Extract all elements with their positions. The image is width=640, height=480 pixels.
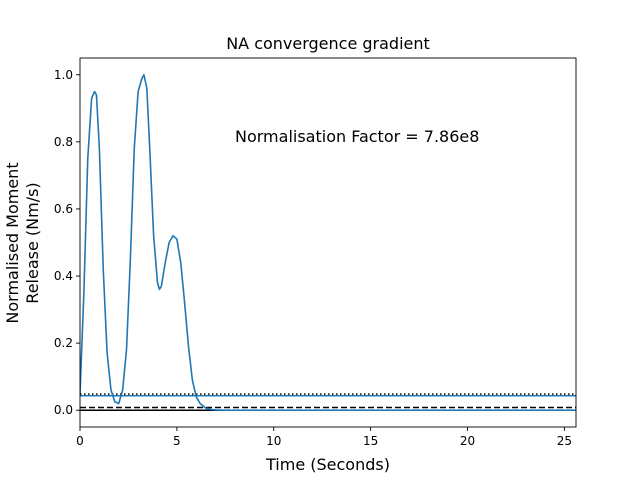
x-tick-label: 5 (173, 434, 181, 448)
y-tick-label: 0.8 (54, 135, 73, 149)
x-tick-label: 10 (266, 434, 281, 448)
x-tick-label: 15 (363, 434, 378, 448)
y-tick-label: 0.4 (54, 269, 73, 283)
x-axis-label: Time (Seconds) (265, 455, 390, 474)
x-tick-label: 25 (557, 434, 572, 448)
y-tick-label: 1.0 (54, 68, 73, 82)
axes-frame (79, 57, 577, 428)
plot-area: 0 5 10 15 20 25 0.0 0.2 0.4 0.6 0.8 1.0 (54, 57, 577, 448)
series-line-0 (80, 73, 576, 412)
y-tick-label: 0.6 (54, 202, 73, 216)
y-tick-label: 0.0 (54, 403, 73, 417)
y-axis-label-line-1: Normalised Moment (3, 162, 22, 323)
normalisation-annotation: Normalisation Factor = 7.86e8 (235, 127, 479, 146)
x-tick-label: 0 (76, 434, 84, 448)
chart-title: NA convergence gradient (226, 34, 430, 53)
y-axis-label-line-2: Release (Nm/s) (23, 182, 42, 303)
x-tick-label: 20 (460, 434, 475, 448)
y-tick-label: 0.2 (54, 336, 73, 350)
